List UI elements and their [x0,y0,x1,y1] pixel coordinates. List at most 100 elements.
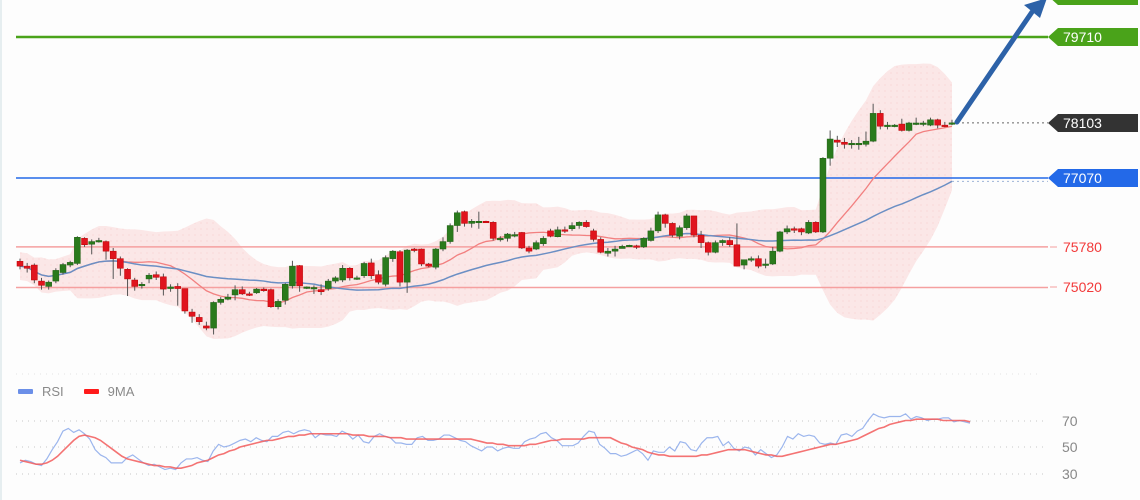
candle [203,321,210,331]
candle [733,223,741,267]
candle [712,240,719,254]
candle [755,255,762,269]
candle [454,210,461,232]
candle [489,221,497,241]
candle [411,247,418,253]
candle [661,213,669,228]
candle [109,247,117,279]
candle [439,237,447,252]
rsi-tick-50: 50 [1062,439,1078,455]
candle [719,239,726,246]
tag-77070: 77070 [1048,169,1138,187]
candle [618,244,626,249]
level-label-75780: 75780 [1063,239,1102,255]
candle [791,226,798,234]
candle [461,210,468,227]
candle [117,256,124,276]
tag-79710: 79710 [1048,28,1138,46]
candle [683,213,690,230]
candle [296,265,303,292]
candle [475,211,483,229]
candle [217,297,224,305]
candle [769,246,777,266]
candle [231,285,239,301]
candle [188,308,196,323]
candlesticks [16,103,956,335]
candle [425,262,432,268]
candle [905,121,913,132]
current-price-label: 78103 [1063,115,1102,131]
candle [604,247,612,257]
candle [88,239,95,255]
candle [898,118,906,132]
candle [841,137,848,149]
candle [783,225,791,235]
candle [568,222,576,231]
candle [497,236,504,242]
candle [181,288,189,314]
candle [762,258,769,269]
candle [66,260,74,268]
candle [812,221,820,234]
candle [224,293,232,301]
candle [676,225,683,240]
candle [74,236,81,266]
level-label-75020: 75020 [1063,279,1102,295]
forecast-arrow [954,0,1047,125]
candle [95,237,103,243]
candle [575,221,583,229]
candle [138,282,146,289]
candle [102,240,110,260]
candle [834,135,841,148]
candle [52,268,60,284]
candle [532,240,540,251]
rsi-tick-70: 70 [1062,413,1078,429]
level-label-79710: 79710 [1063,29,1102,45]
candle [862,131,870,147]
candle [353,275,361,281]
candle [282,283,289,305]
candle [360,261,368,278]
ma-swatch-icon [83,389,99,394]
candle [310,285,318,294]
candle [432,247,440,270]
candle [948,119,956,126]
candle [640,237,647,248]
candle [504,233,511,242]
candle [611,245,619,257]
legend-label-rsi: RSI [42,384,64,399]
candle [403,249,411,293]
candle [482,220,490,224]
candle [583,220,590,228]
candle [16,258,24,270]
rsi-tick-30: 30 [1062,466,1078,482]
candle [626,244,633,248]
candle [941,121,949,128]
candle [253,288,260,294]
candle [389,250,397,262]
candle [303,286,311,290]
candle [396,250,404,287]
legend-item-rsi: RSI [18,384,64,399]
candle [511,231,518,238]
candle [339,265,346,283]
candle [697,230,705,248]
candle [174,283,181,306]
candle [540,236,547,246]
rsi-swatch-icon [18,389,33,394]
candle [690,215,698,238]
candle [654,211,662,234]
candle [246,291,253,297]
candle [81,237,88,247]
legend-item-9ma: 9MA [83,384,134,399]
candle [238,286,246,295]
candle [877,110,884,130]
support-resistance-levels [16,35,1048,289]
candle [31,263,38,284]
candle [597,237,604,254]
candle [561,226,569,234]
candle [912,117,920,126]
candle [375,270,382,285]
rsi-panel: 70 50 30 [16,373,1078,482]
